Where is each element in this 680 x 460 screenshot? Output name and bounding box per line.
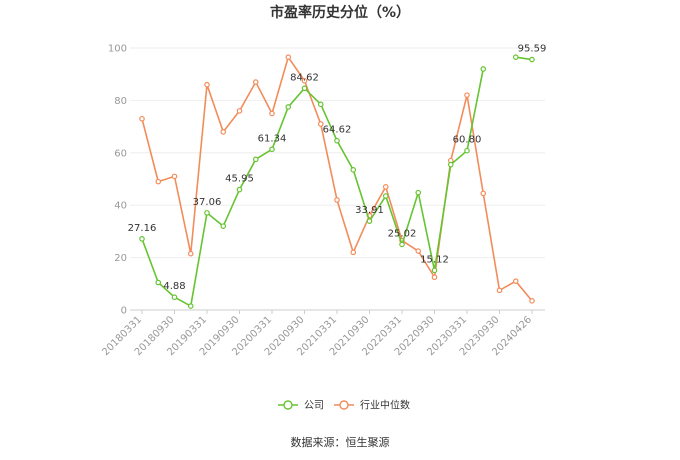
y-tick-label: 40 [114,201,127,212]
data-point[interactable] [301,85,308,92]
data-point[interactable] [334,197,340,203]
data-point[interactable] [464,92,470,98]
data-point[interactable] [204,81,210,88]
data-point[interactable] [269,146,275,153]
chart-title: 市盈率历史分位（%） [270,4,410,21]
data-point[interactable] [236,108,243,114]
data-point[interactable] [350,249,357,256]
data-point[interactable] [252,156,259,163]
data-point[interactable] [529,56,535,63]
data-point[interactable] [236,186,243,193]
data-point[interactable] [155,178,162,185]
data-point[interactable] [464,147,470,154]
data-point[interactable] [382,193,389,199]
legend[interactable]: 公司 行业中位数 [278,399,410,412]
series-line [141,56,533,302]
legend-marker [339,400,349,410]
data-label: 27.16 [128,223,157,234]
data-point[interactable] [382,184,389,190]
legend-item-company[interactable]: 公司 [278,400,324,412]
data-point[interactable] [139,115,145,122]
series-layer [139,54,535,309]
data-point[interactable] [285,54,292,60]
series-industry-median [139,54,535,304]
data-point[interactable] [366,218,373,224]
data-label: 45.95 [225,174,254,185]
data-point[interactable] [399,241,405,248]
data-point[interactable] [252,79,259,85]
data-label: 61.34 [258,133,287,144]
data-point[interactable] [301,77,308,84]
series-line [141,68,485,307]
data-point[interactable] [187,250,194,257]
legend-item-industry-median[interactable]: 行业中位数 [334,399,410,412]
grid [130,47,545,311]
data-label: 37.06 [193,197,222,208]
data-point[interactable] [512,278,519,284]
data-point[interactable] [480,190,487,197]
data-label: 64.62 [323,125,352,136]
data-label: 60.80 [453,135,482,146]
x-axis: 2018033120180930201903312019093020200331… [100,310,534,358]
data-point[interactable] [285,104,292,110]
data-point[interactable] [334,137,340,144]
series-company [139,54,535,309]
data-point[interactable] [415,248,422,254]
data-point[interactable] [171,294,178,301]
data-label: 25.02 [388,228,417,239]
data-point[interactable] [512,54,519,60]
data-point[interactable] [269,110,275,117]
data-point[interactable] [220,129,227,135]
y-tick-label: 100 [108,44,127,55]
data-point[interactable] [480,66,487,72]
data-point[interactable] [350,167,357,173]
data-point[interactable] [317,101,324,108]
y-axis: 0 20 40 60 80 100 [108,44,127,317]
data-point[interactable] [171,173,178,180]
data-point[interactable] [447,161,454,168]
data-point[interactable] [496,287,503,294]
y-tick-label: 80 [114,96,127,107]
data-point[interactable] [220,223,227,229]
legend-label: 公司 [304,401,324,412]
data-point[interactable] [155,279,162,286]
data-label: 33.91 [355,205,384,216]
data-label: 95.59 [518,44,547,55]
data-point[interactable] [415,189,422,196]
data-point[interactable] [431,274,438,281]
data-point[interactable] [139,236,145,242]
data-point[interactable] [187,303,194,309]
y-tick-label: 60 [114,148,127,159]
data-point[interactable] [317,121,324,127]
legend-label: 行业中位数 [360,399,410,412]
y-tick-label: 20 [114,253,127,264]
legend-marker [283,400,293,410]
data-labels: 27.16 4.88 37.06 45.95 61.34 84.62 64.62 33.91 2… [128,44,547,293]
data-label: 15.12 [420,254,449,265]
data-point[interactable] [529,298,535,304]
data-label: 84.62 [290,72,319,83]
data-point[interactable] [204,210,210,216]
y-tick-label: 0 [121,306,127,317]
data-point[interactable] [431,267,438,274]
data-label: 4.88 [163,281,185,292]
source-note: 数据来源：恒生聚源 [291,435,390,449]
